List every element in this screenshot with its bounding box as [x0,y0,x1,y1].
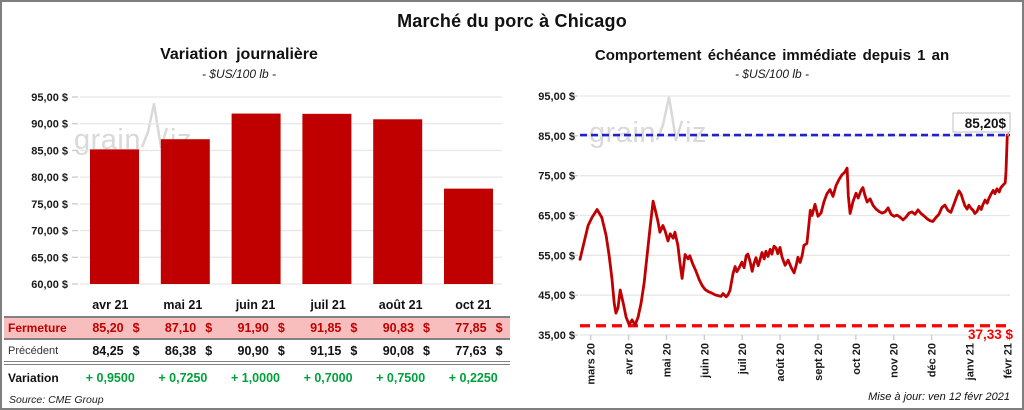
bar-juil 21 [302,113,352,284]
max-callout-box [952,112,1011,133]
futures-table: avr 21 mai 21 juin 21 juil 21 août 21 oct 21 F… [4,293,510,391]
svg-text:mars 20: mars 20 [586,343,598,385]
svg-text:sept 20: sept 20 [813,343,825,381]
table-cell: 90,08 $ [382,343,430,358]
table-cell: + 0,9500 [85,371,135,385]
update-note: Mise à jour: ven 12 févr 2021 [868,391,1010,403]
table-header-row: avr 21 mai 21 juin 21 juil 21 août 21 oct 21 [4,293,510,316]
line-chart-subtitle: - $US/100 lb - [734,67,810,81]
source-note: Source: CME Group [9,394,104,406]
row-label: Variation [8,371,59,385]
svg-text:déc 20: déc 20 [927,343,939,377]
y-axis-label: 65,00 $ [31,252,68,264]
x-axis-label-sept 20: sept 20 [813,343,825,381]
x-axis-label-mai 20: mai 20 [661,343,673,377]
table-cell: 86,38 $ [164,343,213,358]
page-title: Marché du porc à Chicago [397,11,627,31]
table-row-prev: Précédent 84,25 $ 86,38 $ 90,90 $ 91,15 $ 90,08 $ 7… [4,340,510,365]
y-axis-label: 60,00 $ [31,279,68,291]
table-row-close: Fermeture 85,20 $ 87,10 $ 91,90 $ 91,85 $ 90,83 $ 7… [4,316,510,340]
x-axis-label-avr 20: avr 20 [624,343,636,375]
bar-août 21 [373,119,423,284]
y-axis-label: 65,00 $ [538,211,575,223]
bar-chart-title: Variation journalière [160,46,318,63]
svg-text:août 20: août 20 [775,343,787,382]
bar-oct 21 [444,188,493,284]
table-cell: 84,25 $ [92,343,140,358]
max-value-label-black: 85,20$ [965,116,1007,131]
svg-text:avr 20: avr 20 [624,343,636,375]
x-axis-label-janv 21: janv 21 [965,343,977,381]
column-header: mai 21 [163,297,203,312]
y-axis-label: 75,00 $ [31,199,68,211]
table-cell: 90,90 $ [237,343,285,358]
table-cell: + 0,7500 [376,371,426,385]
table-cell: 77,85 $ [455,321,503,335]
svg-text:iz: iz [685,117,707,149]
watermark-zigzag-icon [655,95,684,142]
svg-text:juil 20: juil 20 [737,343,749,375]
table-cell: + 0,2250 [448,371,498,385]
column-header: avr 21 [92,297,129,312]
y-axis-label: 70,00 $ [31,226,68,238]
svg-text:oct 20: oct 20 [851,343,863,375]
x-axis-label-oct 20: oct 20 [851,343,863,375]
y-axis-label: 95,00 $ [31,92,68,104]
y-axis-label: 55,00 $ [538,250,575,262]
table-cell: 91,85 $ [310,321,358,335]
table-row-var: Variation + 0,9500 + 0,7250 + 1,0000 + 0,700… [4,365,510,391]
column-header: août 21 [378,297,423,312]
row-label: Précédent [8,344,59,357]
front-month-line-chart: grain iz 95,00 $ 85,00 $ 75,00 $ 65,00 $ 55,00… [538,91,1014,385]
x-axis-label-juil 20: juil 20 [737,343,749,375]
table-cell: 91,90 $ [237,321,285,335]
svg-text:févr 21: févr 21 [1002,343,1014,378]
price-line-series [578,133,1009,327]
table-cell: 87,10 $ [164,321,213,335]
svg-text:juin 20: juin 20 [699,343,711,379]
y-axis-label: 75,00 $ [538,171,575,183]
svg-text:grain: grain [589,117,656,149]
x-axis-label-août 20: août 20 [775,343,787,382]
table-cell: 77,63 $ [455,343,503,358]
table-cell: 85,20 $ [92,321,140,335]
y-axis-label: 85,00 $ [538,131,575,143]
bar-mai 21 [160,139,210,284]
bar-avr 21 [90,149,139,284]
line-chart-title: Comportement échéance immédiate depuis 1… [594,47,950,64]
table-cell: + 0,7000 [303,371,353,385]
svg-text:janv 21: janv 21 [965,343,977,381]
svg-text:nov 20: nov 20 [889,343,901,378]
row-label: Fermeture [8,321,67,335]
y-axis-label: 45,00 $ [538,290,575,302]
x-axis-label-mars 20: mars 20 [586,343,598,385]
column-header: juin 21 [235,297,276,312]
x-axis-label-juin 20: juin 20 [699,343,711,379]
column-header: juil 21 [310,297,346,312]
table-cell: 91,15 $ [310,343,358,358]
y-axis-label: 80,00 $ [31,172,68,184]
table-cell: + 1,0000 [230,371,280,385]
table-cell: + 0,7250 [158,371,208,385]
y-axis-label: 90,00 $ [31,119,68,131]
column-header: oct 21 [455,297,492,312]
min-value-label: 37,33 $ [968,327,1014,342]
x-axis-label-févr 21: févr 21 [1002,343,1014,378]
y-axis-label: 95,00 $ [538,91,575,103]
svg-text:mai 20: mai 20 [661,343,673,377]
y-axis-label: 85,00 $ [31,145,68,157]
callout-leader-line [1007,131,1010,137]
table-cell: 90,83 $ [382,321,430,335]
y-axis-label: 35,00 $ [538,330,575,342]
bar-juin 21 [231,113,281,284]
x-axis-label-nov 20: nov 20 [889,343,901,378]
x-axis-label-déc 20: déc 20 [927,343,939,377]
bar-chart-subtitle: - $US/100 lb - [201,67,277,81]
